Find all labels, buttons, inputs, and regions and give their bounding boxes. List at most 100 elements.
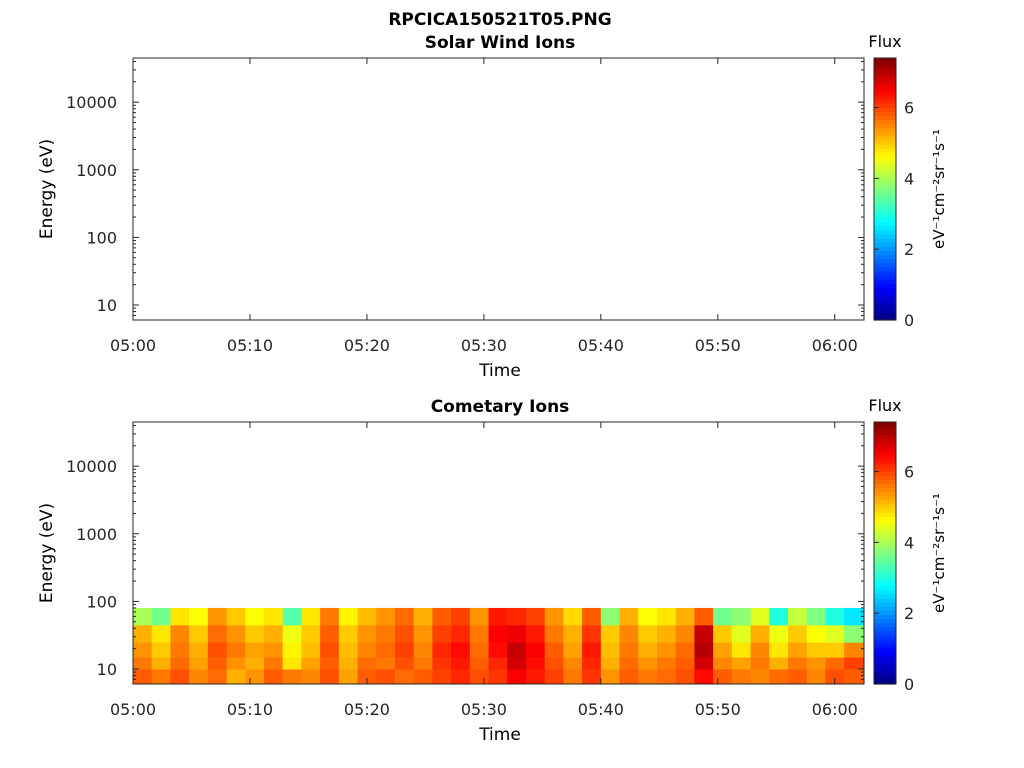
heatmap-cell (189, 624, 209, 643)
x-tick-label: 05:50 (695, 700, 741, 719)
colorbar-swatch (874, 107, 896, 112)
colorbar-tick-label: 2 (904, 240, 914, 259)
colorbar-swatch (874, 229, 896, 235)
x-tick-label: 06:00 (812, 336, 858, 355)
colorbar: 0 2 4 6 (873, 57, 914, 330)
colorbar-frame (873, 421, 897, 685)
colorbar-label: eV⁻¹cm⁻²sr⁻¹s⁻¹ (930, 129, 948, 249)
heatmap-cell (263, 607, 284, 626)
colorbar-swatch (874, 291, 896, 297)
y-tick-label: 100 (86, 592, 117, 611)
colorbar-swatch (874, 638, 896, 644)
heatmap-cell (675, 669, 695, 685)
heatmap-cell (226, 607, 246, 626)
colorbar-swatch (874, 184, 896, 190)
heatmap-cell (245, 657, 265, 670)
colorbar-swatch (874, 119, 896, 125)
colorbar-swatch (874, 438, 896, 444)
heatmap-cell (525, 642, 546, 658)
heatmap-cell (619, 624, 639, 643)
heatmap-cell (338, 657, 359, 670)
colorbar-swatch (874, 221, 896, 227)
heatmap-cell (170, 657, 190, 670)
heatmap-cell (301, 607, 321, 626)
heatmap-cell (825, 607, 845, 626)
colorbar-swatch (874, 258, 896, 264)
colorbar-swatch (874, 123, 896, 129)
heatmap-cell (713, 669, 733, 685)
heatmap-cell (151, 669, 171, 685)
heatmap-cell (582, 657, 602, 670)
heatmap-cell (844, 642, 865, 658)
heatmap-cell (320, 624, 340, 643)
heatmap-cell (170, 642, 190, 658)
heatmap-cell (226, 642, 246, 658)
heatmap-cell (320, 642, 340, 658)
colorbar-swatch (874, 516, 896, 521)
heatmap-cell (507, 624, 527, 643)
heatmap-cell (394, 669, 415, 685)
colorbar-swatch (874, 82, 896, 88)
colorbar-title: Flux (868, 32, 901, 51)
colorbar-swatch (874, 454, 896, 460)
colorbar-swatch (874, 103, 896, 108)
colorbar-swatch (874, 148, 896, 153)
heatmap-cell (357, 624, 377, 643)
heatmap-cell (638, 669, 658, 685)
heatmap-cell (825, 642, 845, 658)
heatmap-cell (619, 657, 639, 670)
heatmap-cell (376, 607, 396, 626)
colorbar-swatch (874, 86, 896, 92)
panel-title: Solar Wind Ions (425, 33, 576, 53)
heatmap-cell (432, 669, 452, 685)
heatmap-cell (357, 607, 377, 626)
heatmap-cell (825, 624, 845, 643)
y-tick-label: 1000 (76, 161, 117, 180)
colorbar-swatch (874, 62, 896, 67)
colorbar-swatch (874, 246, 896, 252)
heatmap-cell (844, 607, 865, 626)
heatmap-cell (656, 669, 677, 685)
colorbar-swatch (874, 450, 896, 456)
colorbar-swatch (874, 675, 896, 681)
heatmap-cell (806, 624, 826, 643)
colorbar-swatch (874, 671, 896, 677)
heatmap-cell (207, 607, 228, 626)
colorbar-swatch (874, 467, 896, 472)
heatmap-cell (133, 642, 153, 658)
heatmap-cell (507, 657, 527, 670)
colorbar-swatch (874, 156, 896, 161)
colorbar-swatch (874, 679, 896, 685)
heatmap-cell (825, 657, 845, 670)
colorbar-swatch (874, 78, 896, 84)
colorbar-swatch (874, 143, 896, 149)
heatmap-cell (713, 642, 733, 658)
colorbar-swatch (874, 274, 896, 280)
x-tick-label: 06:00 (812, 700, 858, 719)
colorbar-swatch (874, 659, 896, 665)
heatmap-cell (282, 657, 302, 670)
heatmap-cell (207, 657, 228, 670)
colorbar-swatch (874, 626, 896, 632)
heatmap-cell (694, 657, 714, 670)
colorbar-swatch (874, 193, 896, 198)
heatmap-cell (600, 642, 621, 658)
colorbar-swatch (874, 569, 896, 575)
heatmap-cell (338, 669, 359, 685)
y-tick-label: 10 (97, 660, 117, 679)
heatmap-cell (320, 607, 340, 626)
colorbar-swatch (874, 561, 896, 566)
heatmap-cell (806, 642, 826, 658)
heatmap-cell (394, 642, 415, 658)
heatmap-cell (488, 607, 508, 626)
heatmap-cell (413, 657, 433, 670)
colorbar-swatch (874, 618, 896, 624)
heatmap-cell (769, 624, 789, 643)
colorbar-swatch (874, 270, 896, 276)
x-tick-label: 05:20 (344, 336, 390, 355)
heatmap-cell (226, 669, 246, 685)
plot-area: 05:00 05:10 05:20 05:30 05:40 05:50 06:00 10 100… (66, 421, 865, 719)
colorbar-swatch (874, 479, 896, 485)
colorbar-tick-label: 4 (904, 169, 914, 188)
heatmap-cell (488, 657, 508, 670)
